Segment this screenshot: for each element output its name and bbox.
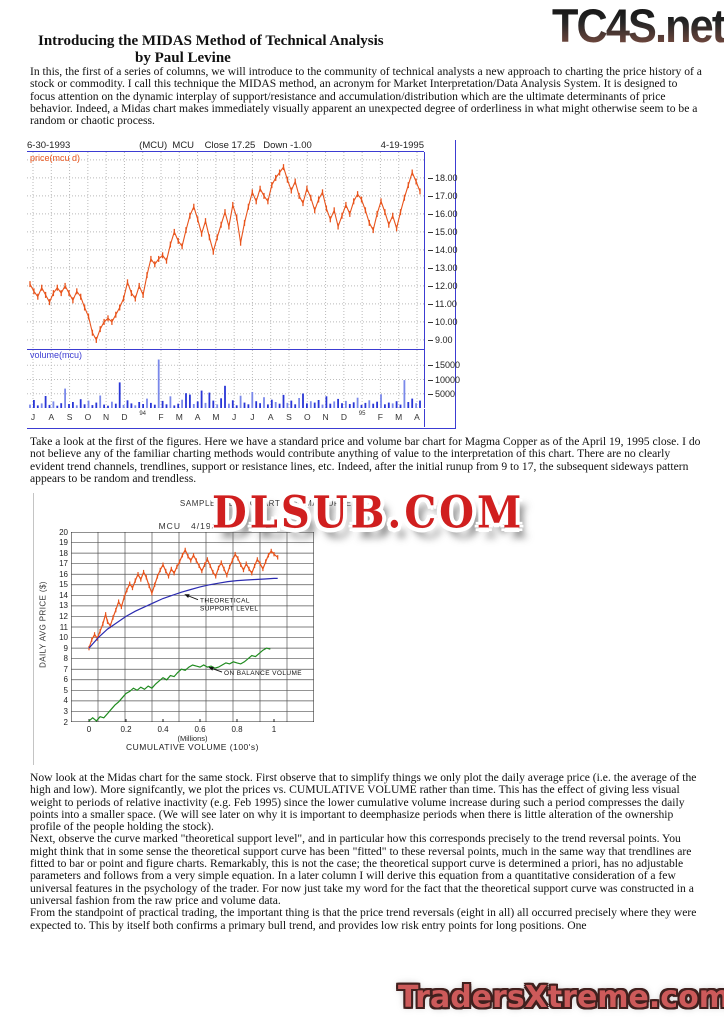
month-tick-label: A <box>414 412 420 422</box>
month-tick-label: A <box>48 412 55 422</box>
volume-tick-label: 5000 <box>428 389 468 399</box>
month-tick-label: S <box>286 412 292 422</box>
month-tick-label: N <box>322 412 329 422</box>
midas-y-tick-label: 4 <box>63 696 68 706</box>
midas-y-tick-label: 6 <box>63 675 68 685</box>
tradersxtreme-logo: TradersXtreme.com <box>398 980 724 1015</box>
price-series-label: price(mcu d) <box>30 153 81 163</box>
article-title: Introducing the MIDAS Method of Technica… <box>38 33 384 49</box>
midas-y-tick-label: 20 <box>59 527 68 537</box>
svg-text:SUPPORT LEVEL: SUPPORT LEVEL <box>200 606 258 613</box>
midas-y-tick-label: 18 <box>59 548 68 558</box>
y-axis-title: DAILY AVG PRICE ($) <box>38 581 48 668</box>
midas-chart-subtitle: MCU 4/19/95 <box>158 521 227 531</box>
midas-y-tick-label: 12 <box>59 611 68 621</box>
month-axis: J A S O N D 94 F M A M J J A S O N D 95 F M A <box>27 409 425 427</box>
svg-text:ON BALANCE VOLUME: ON BALANCE VOLUME <box>224 670 302 677</box>
midas-y-tick-label: 13 <box>59 601 68 611</box>
paragraph-practical-trading: From the standpoint of practical trading… <box>30 906 697 932</box>
month-tick-label: M <box>212 412 220 422</box>
midas-y-tick-label: 11 <box>59 622 68 632</box>
x-axis-title: CUMULATIVE VOLUME (100's) <box>126 742 259 752</box>
price-tick-label: 11.00 <box>428 299 468 309</box>
midas-chart: SAMPLE MIDAS CHART: MAGMA COPPER MCU 4/1… <box>33 493 392 765</box>
midas-y-tick-label: 17 <box>59 559 68 569</box>
price-tick-label: 10.00 <box>428 317 468 327</box>
midas-y-tick-label: 3 <box>63 706 68 716</box>
midas-x-tick-label: 1 <box>271 725 277 734</box>
month-tick-label: J <box>250 412 255 422</box>
price-tick-label: 12.00 <box>428 281 468 291</box>
midas-y-tick-label: 14 <box>59 590 68 600</box>
chart-start-date: 6-30-1993 <box>27 140 71 151</box>
price-tick-label: 17.00 <box>428 191 468 201</box>
midas-y-tick-label: 7 <box>63 664 68 674</box>
paragraph-support-curve: Next, observe the curve marked "theoreti… <box>30 832 694 907</box>
month-tick-label: M <box>175 412 183 422</box>
midas-y-tick-label: 10 <box>59 633 68 643</box>
midas-chart-title: SAMPLE MIDAS CHART: MAGMA COPPER <box>179 499 359 508</box>
month-tick-label: F <box>377 412 383 422</box>
volume-panel: volume(mcu) <box>27 350 425 408</box>
month-tick-label: S <box>66 412 73 422</box>
month-tick-label: M <box>395 412 403 422</box>
midas-x-tick-label: 0.6 <box>194 725 206 734</box>
dlsub-watermark: DLSUB.COM <box>212 487 525 539</box>
midas-y-tick-label: 19 <box>59 538 68 548</box>
paragraph-first-figure: Take a look at the first of the figures.… <box>30 435 701 485</box>
volume-tick-label: 15000 <box>428 360 468 370</box>
paragraph-intro: In this, the first of a series of column… <box>30 65 702 128</box>
price-tick-label: 13.00 <box>428 263 468 273</box>
midas-x-tick-label: 0.8 <box>231 725 243 734</box>
midas-y-tick-label: 2 <box>63 717 68 727</box>
midas-y-tick-label: 15 <box>59 580 68 590</box>
paragraph-block: Now look at the Midas chart for the same… <box>30 771 704 932</box>
tc4s-logo: TC4S.net <box>551 0 724 53</box>
month-tick-label: O <box>303 412 311 422</box>
month-tick-label: 94 <box>139 411 147 417</box>
month-tick-label: O <box>84 412 92 422</box>
month-tick-label: J <box>30 412 36 422</box>
price-tick-label: 14.00 <box>428 245 468 255</box>
month-tick-label: N <box>103 412 110 422</box>
midas-y-tick-label: 9 <box>63 643 68 653</box>
midas-plot-area: THEORETICAL SUPPORT LEVEL ON BALANCE VOLUM… <box>71 532 314 722</box>
midas-x-tick-label: 0.2 <box>120 725 132 734</box>
price-tick-label: 16.00 <box>428 209 468 219</box>
volume-series-label: volume(mcu) <box>30 350 83 360</box>
midas-y-tick-label: 16 <box>59 569 68 579</box>
svg-text:THEORETICAL: THEORETICAL <box>200 598 250 605</box>
volume-tick-label: 10000 <box>428 375 468 385</box>
midas-x-tick-label: 0 <box>86 725 92 734</box>
month-tick-label: F <box>158 412 164 422</box>
midas-x-tick-label: 0.4 <box>157 725 169 734</box>
month-tick-label: D <box>121 412 128 422</box>
month-tick-label: A <box>194 412 201 422</box>
month-tick-label: D <box>340 412 347 422</box>
month-tick-label: 95 <box>358 411 366 417</box>
paragraph-midas-explained: Now look at the Midas chart for the same… <box>30 771 697 834</box>
price-volume-chart: 6-30-1993 (MCU) MCU Close 17.25 Down -1.… <box>27 140 460 429</box>
price-panel: price(mcu d) <box>27 152 425 350</box>
article-byline: by Paul Levine <box>135 50 231 66</box>
chart-quote-info: (MCU) MCU Close 17.25 Down -1.00 <box>139 140 312 151</box>
month-tick-label: A <box>267 412 274 422</box>
price-tick-label: 15.00 <box>428 227 468 237</box>
price-tick-label: 9.00 <box>428 335 468 345</box>
midas-y-tick-label: 8 <box>63 654 68 664</box>
chart-end-date: 4-19-1995 <box>380 140 424 151</box>
midas-y-tick-label: 5 <box>63 685 68 695</box>
price-tick-label: 18.00 <box>428 173 468 183</box>
month-tick-label: J <box>231 412 237 422</box>
chart-header: 6-30-1993 (MCU) MCU Close 17.25 Down -1.… <box>27 140 424 152</box>
x-axis-units: (Millions) <box>177 734 208 743</box>
